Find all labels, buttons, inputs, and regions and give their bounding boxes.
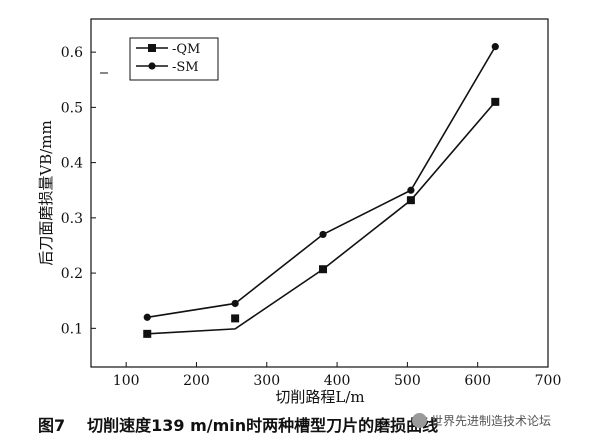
- series-line-sm: [147, 46, 496, 319]
- y-tick-label: 0.4: [61, 156, 83, 172]
- y-tick-label: 0.3: [61, 211, 83, 227]
- y-tick-label: 0.1: [61, 321, 83, 337]
- data-point-circle: [319, 230, 327, 239]
- watermark: 世界先进制造技术论坛: [412, 412, 551, 429]
- legend-marker-circle: [148, 62, 156, 70]
- x-tick-label: 700: [535, 373, 562, 389]
- wechat-icon: [412, 413, 427, 428]
- figure-title: 切削速度139 m/min时两种槽型刀片的磨损曲线: [87, 416, 439, 435]
- data-point-square: [406, 196, 415, 205]
- legend-label: -SM: [172, 60, 199, 75]
- data-point-circle: [231, 299, 239, 308]
- x-tick-label: 300: [253, 373, 280, 389]
- x-tick-label: 100: [113, 373, 140, 389]
- x-axis: 100 200 300 400 500 600 700: [113, 362, 562, 389]
- y-tick-label: 0.6: [61, 45, 83, 61]
- data-point-square: [143, 329, 152, 338]
- legend-box: [129, 37, 219, 81]
- data-point-circle: [491, 43, 499, 51]
- legend: -QM -SM: [129, 37, 219, 81]
- data-point-square: [319, 265, 328, 274]
- x-axis-title: 切削路程L/m: [275, 388, 364, 406]
- data-point-square: [231, 314, 240, 323]
- x-tick-label: 600: [464, 373, 491, 389]
- series-layer: [143, 43, 500, 338]
- data-point-circle: [143, 313, 151, 321]
- figure-caption: 图7 切削速度139 m/min时两种槽型刀片的磨损曲线: [38, 412, 438, 436]
- y-tick-label: 0.5: [61, 100, 83, 116]
- x-tick-label: 200: [183, 373, 210, 389]
- plot-frame: [90, 18, 549, 368]
- legend-label: -QM: [172, 42, 200, 57]
- x-tick-label: 500: [394, 373, 421, 389]
- figure-number: 图7: [38, 416, 66, 435]
- y-tick-label: 0.2: [61, 266, 83, 282]
- data-point-circle: [407, 186, 415, 194]
- y-axis-title: 后刀面磨损量VB/mm: [37, 120, 55, 265]
- x-tick-label: 400: [324, 373, 351, 389]
- legend-marker-square: [148, 44, 156, 52]
- y-axis: 0.1 0.2 0.3 0.4 0.5 0.6: [61, 45, 96, 337]
- data-point-square: [491, 97, 500, 106]
- watermark-text: 世界先进制造技术论坛: [431, 414, 552, 428]
